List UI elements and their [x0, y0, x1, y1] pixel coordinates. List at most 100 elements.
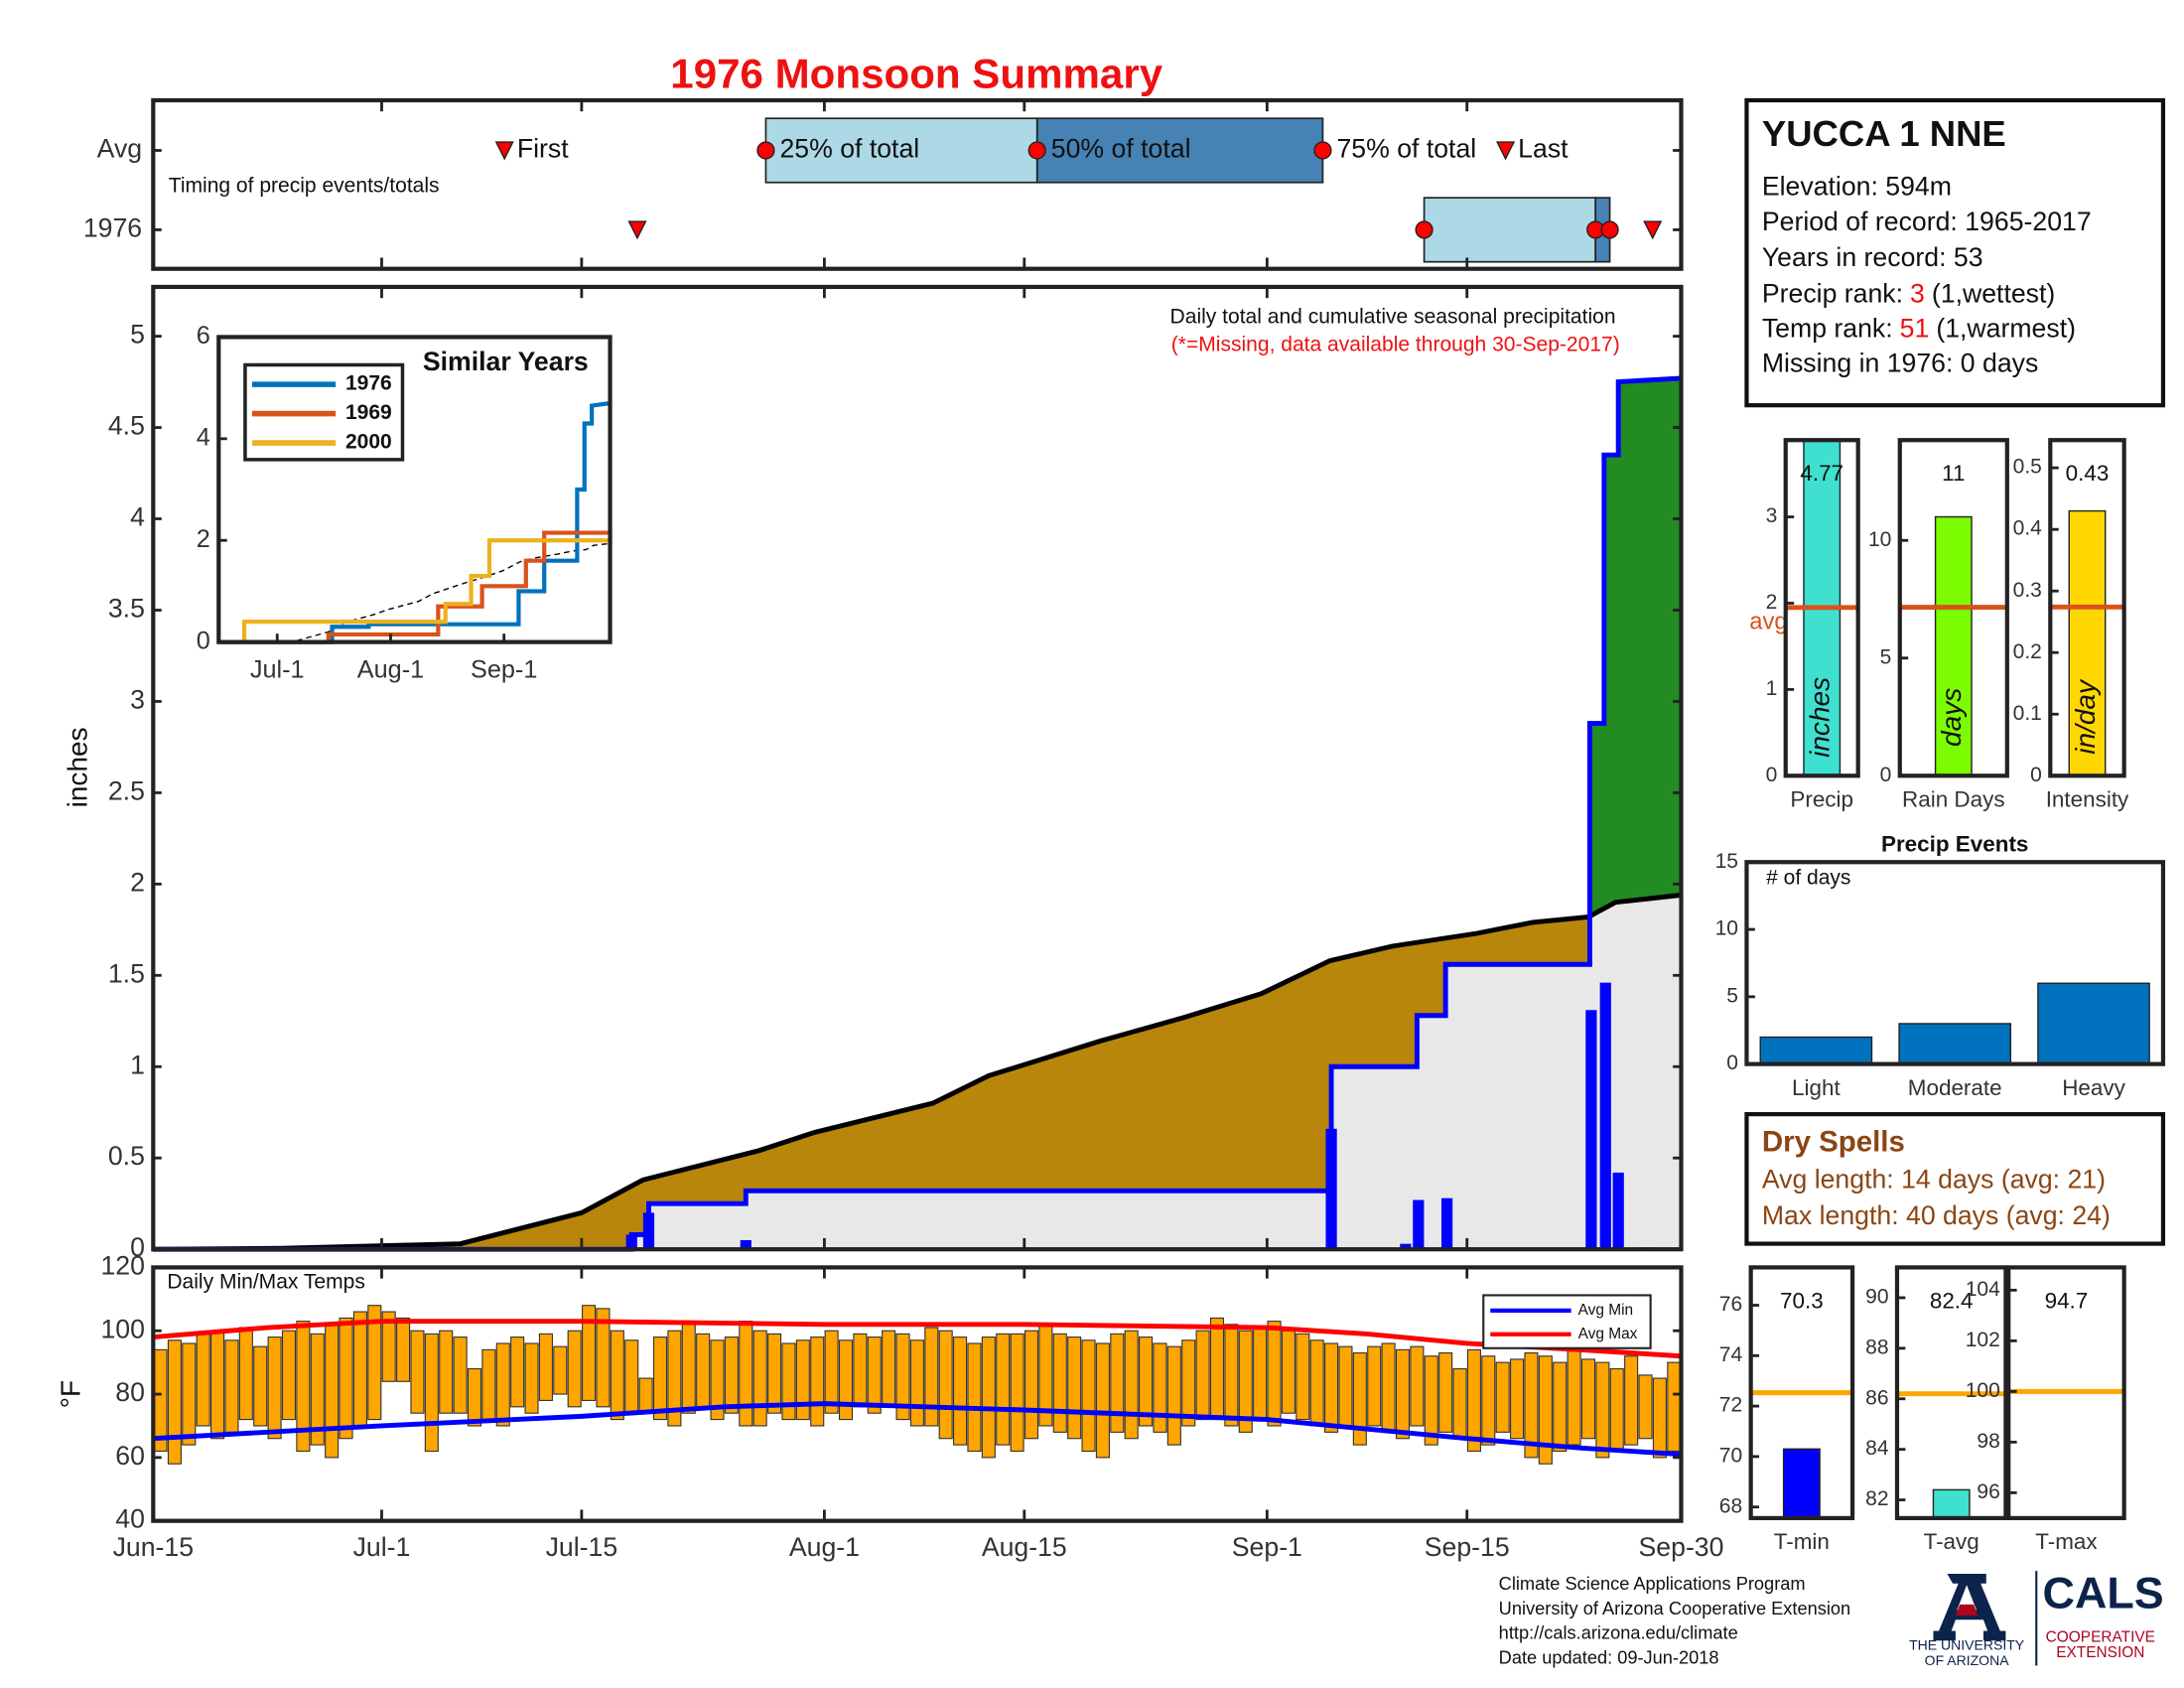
y-tick-label: 90 — [1865, 1286, 1888, 1309]
timing-label: 25% of total — [779, 134, 919, 164]
temp-range-bar — [1067, 1336, 1082, 1440]
temp-range-bar — [167, 1339, 182, 1465]
footer-line: Date updated: 09-Jun-2018 — [1499, 1646, 1719, 1667]
temp-range-bar — [1338, 1345, 1353, 1427]
extension-name: EXTENSION — [2056, 1644, 2144, 1661]
unit-label: days — [1936, 688, 1967, 747]
temp-range-bar — [182, 1342, 197, 1446]
temp-range-bar — [1424, 1355, 1438, 1446]
y-tick-label: 72 — [1719, 1394, 1742, 1417]
y-tick-label: 10 — [1868, 528, 1891, 551]
y-tick-label: 68 — [1719, 1494, 1742, 1517]
temp-range-bar — [1153, 1342, 1167, 1433]
temp-range-bar — [396, 1317, 411, 1382]
y-tick-label: 0 — [197, 627, 210, 654]
legend-label: Avg Max — [1578, 1326, 1638, 1342]
station-rank: Temp rank: 51 (1,warmest) — [1762, 313, 2076, 343]
page-title: 1976 Monsoon Summary — [670, 50, 1162, 96]
legend-label: 1976 — [345, 372, 392, 395]
average-line — [218, 542, 611, 643]
temp-range-bar — [1538, 1355, 1553, 1465]
stat-bar — [1934, 515, 1973, 776]
y-tick-label: 98 — [1977, 1430, 1999, 1453]
temp-range-bar — [1452, 1367, 1467, 1440]
footer-line: University of Arizona Cooperative Extens… — [1499, 1598, 1850, 1618]
y-tick-label: 84 — [1865, 1437, 1889, 1460]
temp-range-bar — [724, 1336, 739, 1414]
temp-range-bar — [909, 1339, 924, 1427]
similar-year-line — [218, 400, 611, 644]
panel-note: Daily total and cumulative seasonal prec… — [1170, 305, 1616, 328]
y-tick-label: 0 — [130, 1232, 145, 1262]
temp-range-bar — [424, 1333, 439, 1453]
y-tick-label: 102 — [1966, 1329, 2000, 1351]
y-tick-label: 2 — [1766, 591, 1778, 614]
panel-frame — [1748, 1265, 1855, 1520]
y-tick-label: 1 — [130, 1050, 145, 1079]
stat-bar — [1782, 1448, 1821, 1519]
temp-range-bar — [1438, 1351, 1453, 1433]
stat-label: T-max — [2035, 1529, 2097, 1554]
timing-box — [1035, 117, 1324, 184]
temp-range-bar — [924, 1327, 939, 1427]
y-tick-label: 5 — [130, 320, 145, 350]
x-tick-label: Aug-1 — [789, 1532, 860, 1562]
stat-bar — [2068, 509, 2107, 776]
similar-year-line — [218, 538, 611, 644]
row-label: 1976 — [83, 212, 142, 242]
panel-frame — [1897, 438, 2009, 778]
panel-frame — [1894, 1265, 2008, 1520]
x-tick-label: Jul-15 — [546, 1532, 618, 1562]
x-tick-label: Sep-30 — [1639, 1532, 1724, 1562]
stat-value-label: 11 — [1942, 461, 1965, 486]
unit-label: in/day — [2070, 678, 2101, 755]
y-tick-label: 0 — [1880, 764, 1892, 786]
temp-range-bar — [453, 1336, 468, 1414]
timing-marker — [1496, 141, 1516, 161]
temp-range-bar — [882, 1330, 896, 1408]
temp-range-bar — [996, 1333, 1011, 1446]
timing-caption: Timing of precip events/totals — [169, 175, 440, 198]
y-tick-label: 96 — [1977, 1480, 1999, 1503]
temp-range-bar — [1281, 1330, 1296, 1414]
temp-range-bar — [696, 1333, 711, 1408]
y-tick-label: 80 — [115, 1377, 145, 1407]
x-tick-label: Aug-15 — [982, 1532, 1067, 1562]
stat-bar — [1932, 1488, 1971, 1519]
y-axis-label: °F — [55, 1380, 85, 1408]
temp-range-bar — [1410, 1345, 1425, 1427]
temp-range-bar — [1609, 1367, 1624, 1453]
temp-range-bar — [853, 1333, 868, 1408]
temp-range-bar — [610, 1330, 624, 1421]
temp-range-bar — [1495, 1361, 1510, 1433]
temp-range-bar — [1124, 1330, 1139, 1440]
temp-range-bar — [795, 1339, 810, 1421]
y-tick-label: 3.5 — [108, 594, 145, 624]
y-tick-label: 60 — [115, 1441, 145, 1471]
temp-range-bar — [553, 1345, 568, 1395]
temp-range-bar — [296, 1321, 311, 1453]
y-tick-label: 82 — [1865, 1487, 1888, 1510]
panel-note: (*=Missing, data available through 30-Se… — [1171, 333, 1620, 355]
station-detail: Missing in 1976: 0 days — [1762, 349, 2038, 378]
y-tick-label: 2 — [130, 867, 145, 897]
temp-range-bar — [439, 1330, 454, 1414]
panel-title: Precip Events — [1881, 831, 2028, 856]
university-logo-accent — [1955, 1604, 1979, 1617]
temp-range-bar — [367, 1305, 382, 1421]
temp-range-bar — [596, 1308, 611, 1408]
temp-range-bar — [1481, 1355, 1496, 1446]
temp-range-bar — [1580, 1358, 1596, 1440]
y-tick-label: 86 — [1865, 1386, 1888, 1409]
temp-range-bar — [1624, 1355, 1639, 1446]
y-tick-label: 1.5 — [108, 958, 145, 988]
temp-range-bar — [1110, 1333, 1125, 1433]
panel-frame — [151, 284, 1684, 1252]
panel-frame — [1744, 860, 2166, 1066]
extension-name: COOPERATIVE — [2046, 1629, 2155, 1646]
panel-frame — [2048, 438, 2126, 778]
unit-label: inches — [1805, 677, 1836, 758]
y-tick-label: 2.5 — [108, 775, 145, 805]
